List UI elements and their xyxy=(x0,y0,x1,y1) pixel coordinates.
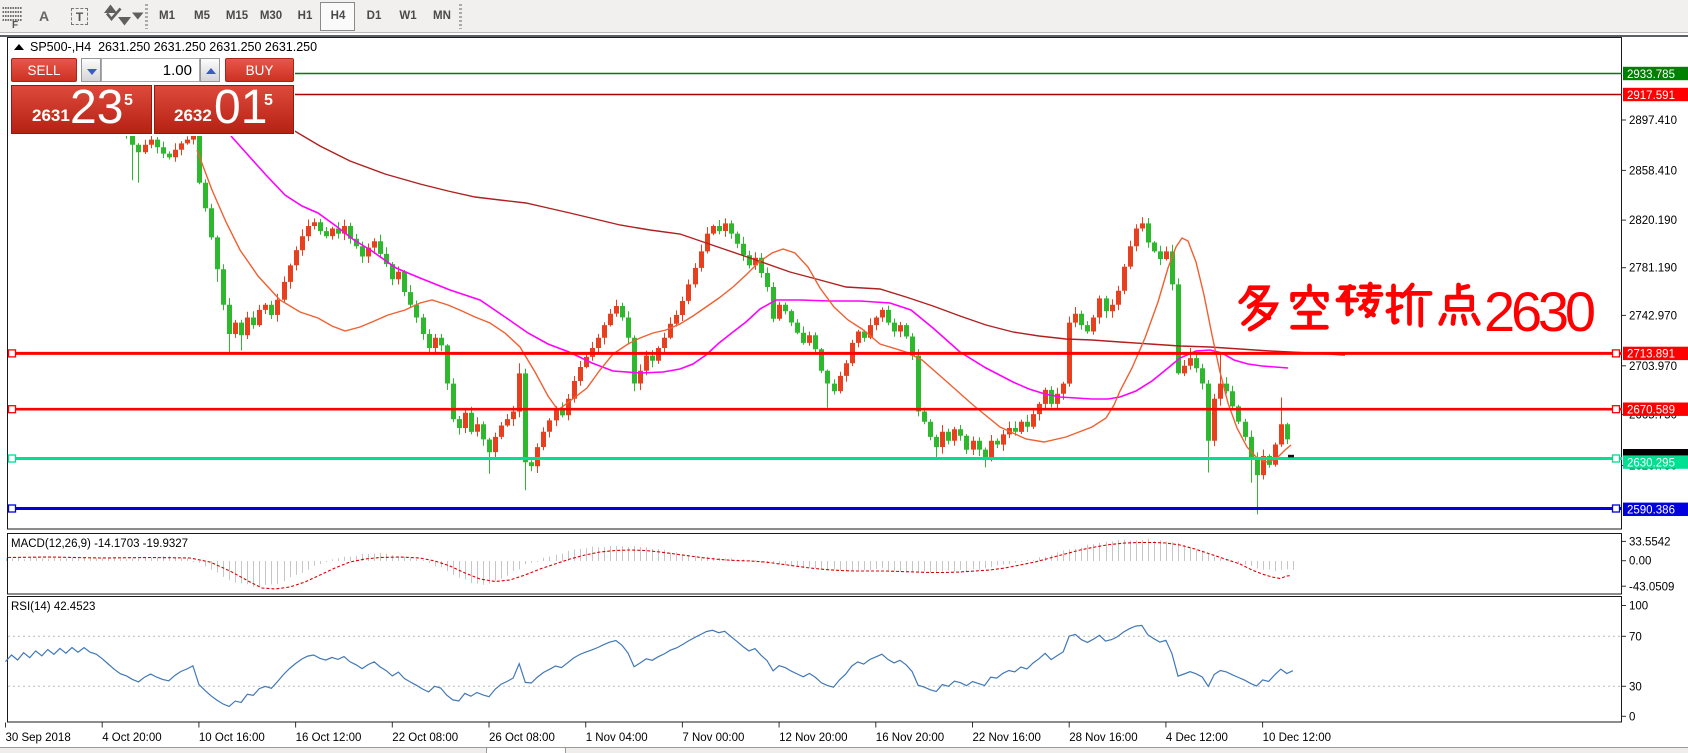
svg-text:2713.891: 2713.891 xyxy=(1627,349,1675,361)
svg-text:70: 70 xyxy=(1629,631,1642,643)
svg-text:F: F xyxy=(12,20,18,31)
svg-text:30: 30 xyxy=(1629,681,1642,693)
svg-text:7 Nov 00:00: 7 Nov 00:00 xyxy=(682,732,744,744)
svg-text:4 Dec 12:00: 4 Dec 12:00 xyxy=(1166,732,1228,744)
svg-text:30 Sep 2018: 30 Sep 2018 xyxy=(6,732,71,744)
svg-text:2933.785: 2933.785 xyxy=(1627,69,1675,81)
svg-text:1 Nov 04:00: 1 Nov 04:00 xyxy=(586,732,648,744)
svg-text:2742.970: 2742.970 xyxy=(1629,310,1677,322)
svg-text:2897.410: 2897.410 xyxy=(1629,115,1677,127)
svg-text:10 Dec 12:00: 10 Dec 12:00 xyxy=(1263,732,1331,744)
svg-text:16 Oct 12:00: 16 Oct 12:00 xyxy=(296,732,362,744)
svg-text:2858.410: 2858.410 xyxy=(1629,165,1677,177)
svg-text:4 Oct 20:00: 4 Oct 20:00 xyxy=(102,732,161,744)
svg-text:16 Nov 20:00: 16 Nov 20:00 xyxy=(876,732,944,744)
svg-text:MACD(12,26,9) -14.1703 -19.932: MACD(12,26,9) -14.1703 -19.9327 xyxy=(11,538,188,550)
svg-text:2670.589: 2670.589 xyxy=(1627,405,1675,417)
svg-text:A: A xyxy=(39,8,49,24)
svg-text:2781.190: 2781.190 xyxy=(1629,263,1677,275)
svg-text:-43.0509: -43.0509 xyxy=(1629,582,1674,594)
svg-text:28 Nov 16:00: 28 Nov 16:00 xyxy=(1069,732,1137,744)
svg-text:2703.970: 2703.970 xyxy=(1629,361,1677,373)
svg-text:RSI(14) 42.4523: RSI(14) 42.4523 xyxy=(11,601,95,613)
svg-text:2630.295: 2630.295 xyxy=(1627,457,1675,469)
svg-text:2630: 2630 xyxy=(1484,280,1596,343)
svg-text:SP500-,H4 2631.250 2631.250 2: SP500-,H4 2631.250 2631.250 2631.250 263… xyxy=(30,40,317,54)
svg-text:0.00: 0.00 xyxy=(1629,556,1651,568)
svg-text:2590.386: 2590.386 xyxy=(1627,505,1675,517)
svg-text:10 Oct 16:00: 10 Oct 16:00 xyxy=(199,732,265,744)
svg-text:100: 100 xyxy=(1629,601,1648,613)
svg-text:0: 0 xyxy=(1629,711,1635,723)
svg-text:22 Nov 16:00: 22 Nov 16:00 xyxy=(973,732,1041,744)
svg-text:2917.591: 2917.591 xyxy=(1627,90,1675,102)
svg-text:22 Oct 08:00: 22 Oct 08:00 xyxy=(392,732,458,744)
svg-text:33.5542: 33.5542 xyxy=(1629,537,1671,549)
svg-text:12 Nov 20:00: 12 Nov 20:00 xyxy=(779,732,847,744)
svg-text:2820.190: 2820.190 xyxy=(1629,215,1677,227)
svg-text:26 Oct 08:00: 26 Oct 08:00 xyxy=(489,732,555,744)
